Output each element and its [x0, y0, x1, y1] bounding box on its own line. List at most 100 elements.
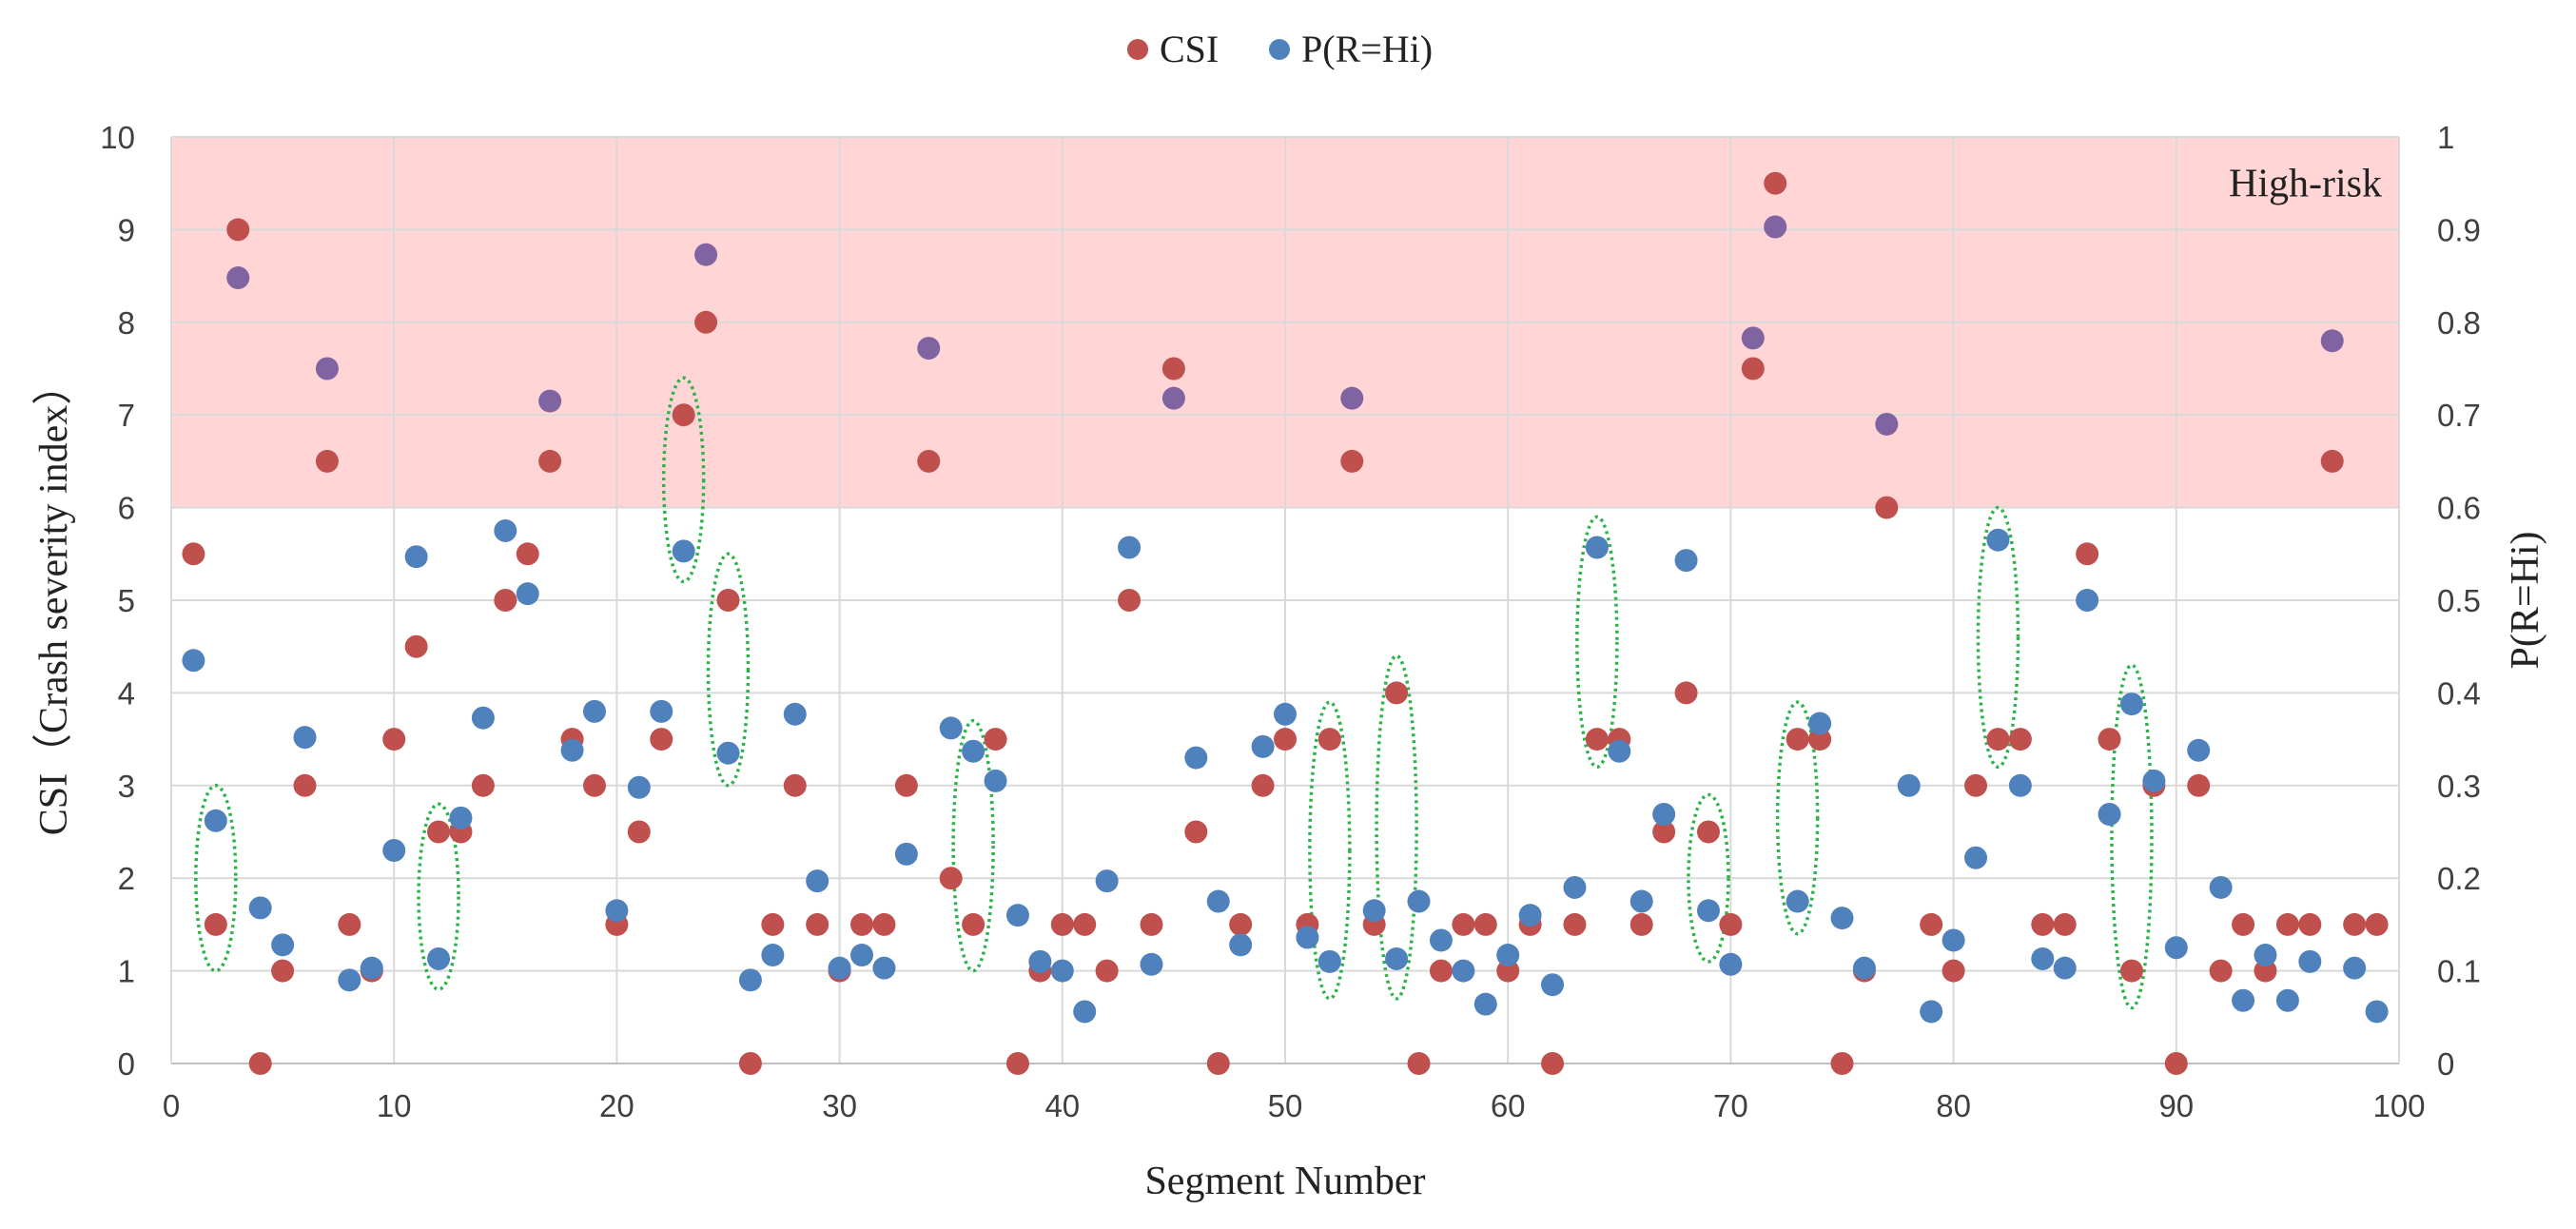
p-point	[1385, 946, 1409, 970]
x-tick-label: 0	[163, 1088, 180, 1123]
x-tick-label: 80	[1936, 1088, 1971, 1123]
p-point	[1719, 952, 1743, 976]
p-point	[494, 518, 517, 542]
csi-point	[806, 912, 829, 936]
csi-point	[2031, 912, 2055, 936]
left-axis-title: CSI（Crash severity index）	[32, 365, 76, 836]
p-point	[1563, 875, 1587, 899]
p-point	[939, 716, 963, 740]
csi-point	[2164, 1052, 2188, 1075]
right-tick-label: 0.6	[2437, 491, 2481, 526]
csi-point	[650, 728, 673, 751]
p-point	[650, 699, 673, 723]
x-tick-label: 40	[1044, 1088, 1080, 1123]
csi-point	[1830, 1052, 1854, 1075]
p-point	[1452, 959, 1475, 983]
p-point	[2365, 1000, 2389, 1024]
right-tick-label: 0.5	[2437, 583, 2481, 618]
p-point	[404, 545, 428, 569]
csi-point	[2053, 912, 2077, 936]
csi-point	[962, 912, 986, 936]
p-point	[1830, 907, 1854, 930]
csi-point	[1161, 357, 1185, 380]
legend-p-marker	[1269, 39, 1290, 60]
p-point	[2254, 944, 2277, 967]
gridlines	[171, 136, 2400, 1063]
right-tick-label: 0.8	[2437, 305, 2481, 341]
csi-point	[1674, 681, 1698, 705]
data-points	[182, 171, 2389, 1075]
highlight-ellipse	[2110, 663, 2154, 1010]
x-tick-label: 100	[2372, 1088, 2425, 1123]
p-point	[806, 869, 829, 893]
left-tick-label: 1	[118, 954, 135, 989]
p-point	[449, 806, 473, 829]
p-point	[2031, 946, 2055, 970]
p-point	[1005, 904, 1029, 927]
highlight-ellipse	[1575, 515, 1619, 770]
p-point	[1696, 899, 1720, 923]
csi-point	[1875, 496, 1899, 519]
csi-point	[2232, 912, 2255, 936]
p-point	[1875, 412, 1899, 436]
csi-point	[1184, 820, 1208, 844]
csi-point	[182, 542, 205, 566]
csi-point	[204, 912, 227, 936]
csi-point	[2076, 542, 2099, 566]
csi-point	[494, 589, 517, 612]
csi-point	[1005, 1052, 1029, 1075]
p-point	[1808, 712, 1832, 735]
axes	[170, 137, 2399, 1064]
csi-point	[1986, 728, 2010, 751]
p-point	[761, 944, 785, 967]
p-point	[1518, 904, 1542, 927]
csi-point	[894, 773, 918, 797]
left-tick-label: 9	[118, 212, 135, 247]
p-point	[2142, 769, 2166, 792]
p-point	[1028, 949, 1052, 973]
p-point	[2098, 802, 2121, 826]
p-point	[1251, 734, 1275, 758]
p-point	[182, 649, 205, 673]
csi-point	[1652, 820, 1676, 844]
p-point	[1296, 926, 1319, 949]
csi-point	[271, 959, 295, 983]
p-point	[1184, 746, 1208, 770]
csi-point	[872, 912, 896, 936]
left-tick-label: 5	[118, 583, 135, 618]
left-tick-label: 8	[118, 305, 135, 341]
left-tick-label: 6	[118, 491, 135, 526]
p-point	[582, 699, 606, 723]
csi-point	[2275, 912, 2299, 936]
csi-point	[1317, 728, 1341, 751]
p-point	[1362, 899, 1386, 923]
csi-point	[1206, 1052, 1230, 1075]
p-point	[1407, 889, 1431, 913]
csi-point	[248, 1052, 272, 1075]
csi-point	[1095, 959, 1119, 983]
p-point	[1229, 933, 1253, 957]
highlight-ellipse	[951, 718, 995, 973]
p-point	[338, 968, 361, 992]
right-tick-label: 0.4	[2437, 675, 2481, 711]
p-point	[1496, 944, 1520, 967]
p-point	[2275, 988, 2299, 1012]
csi-point	[2187, 773, 2211, 797]
p-point	[2343, 956, 2367, 980]
p-point	[2187, 738, 2211, 762]
csi-point	[2119, 959, 2143, 983]
p-point	[471, 706, 495, 730]
p-point	[694, 243, 718, 266]
left-tick-label: 10	[100, 120, 135, 155]
csi-point	[382, 728, 406, 751]
p-point	[828, 956, 851, 980]
csi-point	[2320, 449, 2344, 473]
p-point	[226, 266, 250, 290]
csi-point	[761, 912, 785, 936]
p-point	[872, 956, 896, 980]
p-point	[1340, 386, 1364, 410]
csi-point	[1696, 820, 1720, 844]
left-tick-label: 2	[118, 861, 135, 896]
csi-point	[293, 773, 317, 797]
